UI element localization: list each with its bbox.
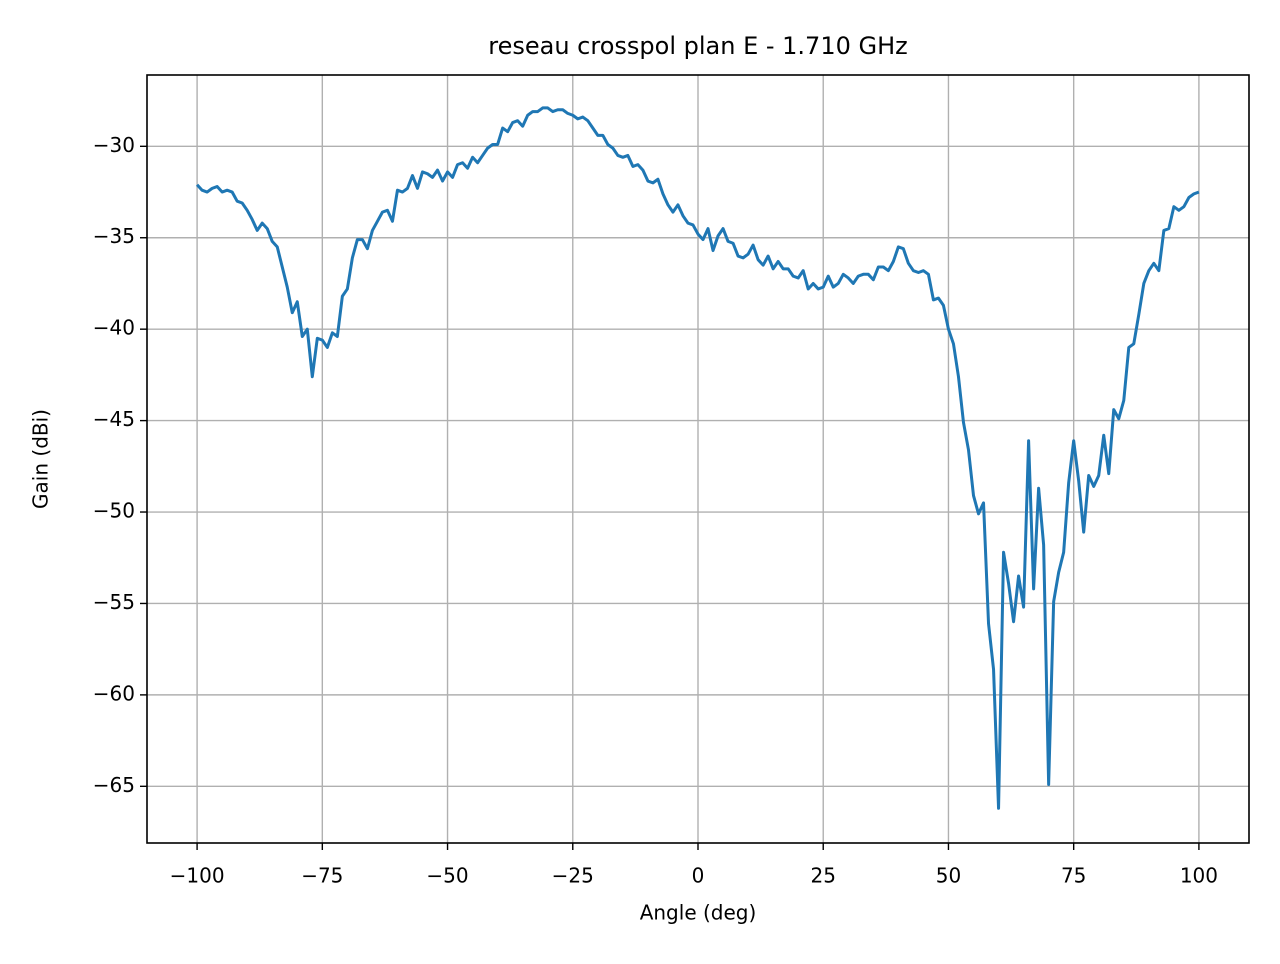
y-tick-label: −35	[93, 224, 135, 248]
grid	[147, 75, 1249, 843]
y-tick-label: −60	[93, 681, 135, 705]
x-tick-label: −50	[426, 864, 468, 888]
x-tick-label: −100	[170, 864, 225, 888]
data-line	[195, 106, 1200, 810]
y-tick-label: −50	[93, 499, 135, 523]
ticks: −100 −75 −50 −25 0 25 50 75 100 −30 −35 −40 −45 −50 −5…	[93, 133, 1218, 888]
y-tick-label: −55	[93, 590, 135, 614]
x-tick-label: 50	[936, 864, 961, 888]
x-tick-label: 75	[1061, 864, 1086, 888]
y-axis-label: Gain (dBi)	[29, 409, 53, 509]
x-axis-label: Angle (deg)	[640, 901, 757, 925]
chart-title: reseau crosspol plan E - 1.710 GHz	[488, 32, 907, 60]
x-tick-label: 0	[692, 864, 705, 888]
plot-area	[195, 106, 1200, 810]
y-tick-label: −45	[93, 407, 135, 431]
x-tick-label: 100	[1180, 864, 1218, 888]
x-tick-label: −75	[301, 864, 343, 888]
y-tick-label: −30	[93, 133, 135, 157]
x-tick-label: 25	[811, 864, 836, 888]
y-tick-label: −65	[93, 773, 135, 797]
y-tick-label: −40	[93, 316, 135, 340]
x-tick-label: −25	[552, 864, 594, 888]
